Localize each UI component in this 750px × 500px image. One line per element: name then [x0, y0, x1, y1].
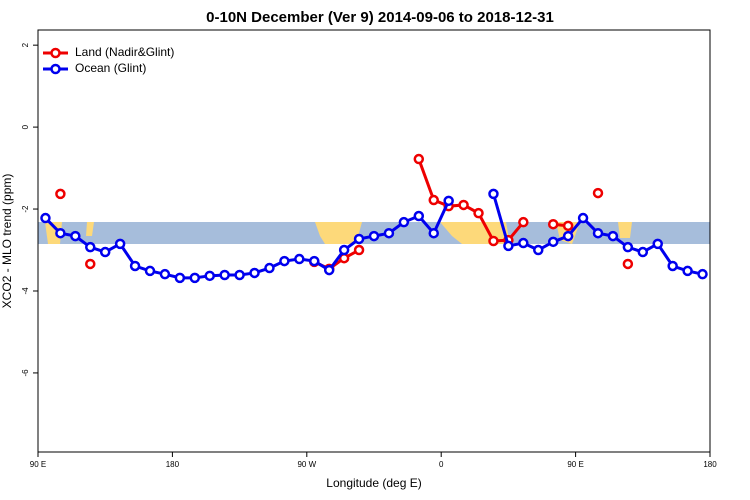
- point: [458, 199, 469, 211]
- point: [55, 227, 66, 239]
- point: [652, 238, 663, 250]
- point: [279, 255, 290, 267]
- x-tick-label: 90 E: [567, 460, 583, 469]
- point: [40, 212, 51, 224]
- point: [219, 269, 230, 281]
- point: [55, 188, 66, 200]
- point: [398, 216, 410, 228]
- point: [264, 262, 275, 274]
- point: [85, 241, 96, 253]
- point: [338, 244, 350, 256]
- y-tick-label: 2: [21, 42, 30, 47]
- point: [85, 258, 96, 270]
- point: [413, 210, 425, 222]
- y-tick-label: -6: [21, 369, 30, 377]
- point: [413, 153, 425, 165]
- plot-frame: [37, 29, 711, 453]
- point: [114, 238, 126, 250]
- point: [234, 269, 245, 281]
- y-tick-label: -2: [21, 205, 30, 213]
- point: [503, 240, 514, 252]
- point: [547, 236, 559, 248]
- point: [547, 218, 559, 230]
- point: [637, 246, 649, 258]
- y-tick-label: 0: [21, 124, 30, 129]
- point: [383, 227, 395, 239]
- legend-marker: [50, 63, 61, 75]
- point: [622, 241, 634, 253]
- point: [294, 253, 305, 265]
- point: [99, 246, 111, 258]
- point: [562, 220, 574, 232]
- point: [309, 255, 320, 267]
- point: [592, 227, 604, 239]
- legend-label: Land (Nadir&Glint): [75, 45, 174, 59]
- point: [697, 268, 708, 280]
- point: [353, 244, 365, 256]
- point: [667, 260, 678, 272]
- point: [682, 265, 693, 277]
- x-tick-label: 90 E: [30, 460, 46, 469]
- point: [562, 230, 574, 242]
- point: [353, 233, 365, 245]
- x-axis-label: Longitude (deg E): [326, 476, 421, 490]
- point: [129, 260, 141, 272]
- x-tick-label: 90 W: [297, 460, 316, 469]
- point: [473, 207, 484, 219]
- y-axis-label: XCO2 - MLO trend (ppm): [0, 174, 14, 309]
- point: [488, 235, 499, 247]
- point: [592, 187, 604, 199]
- x-tick-label: 180: [166, 460, 180, 469]
- point: [249, 267, 260, 279]
- point: [428, 194, 439, 206]
- point: [159, 268, 171, 280]
- y-tick-label: -4: [21, 287, 30, 295]
- point: [204, 270, 215, 282]
- point: [518, 237, 529, 249]
- point: [533, 244, 544, 256]
- point: [428, 227, 439, 239]
- legend-marker: [50, 47, 61, 59]
- legend-label: Ocean (Glint): [75, 61, 146, 75]
- x-tick-label: 0: [439, 460, 444, 469]
- point: [323, 264, 335, 276]
- point: [577, 212, 589, 224]
- chart-title: 0-10N December (Ver 9) 2014-09-06 to 201…: [206, 9, 554, 26]
- point: [368, 230, 380, 242]
- point: [70, 230, 81, 242]
- point: [518, 216, 529, 228]
- point: [144, 265, 156, 277]
- point: [607, 230, 619, 242]
- point: [189, 272, 201, 284]
- point: [622, 258, 634, 270]
- series-line: [44, 200, 451, 280]
- point: [443, 195, 454, 207]
- point: [488, 188, 499, 200]
- x-tick-label: 180: [703, 460, 717, 469]
- point: [174, 272, 186, 284]
